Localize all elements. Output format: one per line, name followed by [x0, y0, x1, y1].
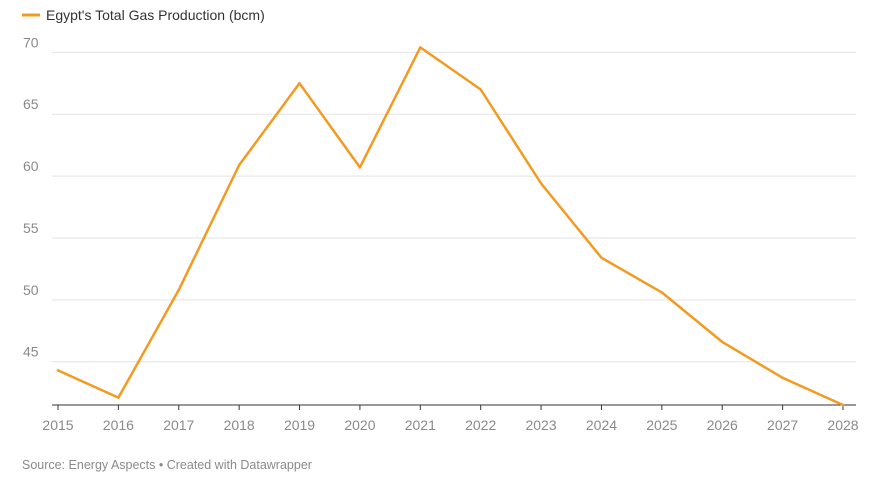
x-tick-label: 2024 — [586, 417, 617, 433]
y-tick-label: 60 — [23, 158, 39, 174]
y-tick-label: 70 — [23, 34, 39, 50]
x-tick-label: 2019 — [284, 417, 315, 433]
x-axis: 2015 2016 2017 2018 2019 2020 2021 2022 2023 2024… — [42, 404, 859, 433]
x-tick-label: 2017 — [163, 417, 194, 433]
legend: Egypt's Total Gas Production (bcm) — [22, 7, 265, 23]
x-tick-label: 2028 — [827, 417, 858, 433]
data-point — [177, 288, 180, 292]
source-note: Source: Energy Aspects • Created with Da… — [22, 458, 312, 472]
data-point — [721, 340, 724, 344]
data-point — [56, 369, 60, 372]
x-tick-label: 2016 — [103, 417, 134, 433]
gridlines — [52, 51, 856, 363]
data-point — [781, 376, 784, 379]
x-tick-label: 2020 — [344, 417, 375, 433]
data-point — [358, 166, 362, 169]
data-point — [237, 163, 241, 167]
y-tick-label: 45 — [23, 344, 39, 360]
data-point — [117, 396, 120, 399]
x-tick-label: 2025 — [646, 417, 677, 433]
y-axis: 45 50 55 60 65 70 — [23, 34, 39, 359]
x-tick-label: 2023 — [525, 417, 556, 433]
x-tick-label: 2027 — [767, 417, 798, 433]
x-tick-label: 2018 — [224, 417, 255, 433]
x-tick-label: 2022 — [465, 417, 496, 433]
y-tick-label: 65 — [23, 96, 39, 112]
x-tick-label: 2026 — [707, 417, 738, 433]
data-point — [479, 88, 482, 91]
data-point — [298, 82, 301, 85]
y-tick-label: 50 — [23, 282, 39, 298]
x-tick-label: 2021 — [405, 417, 436, 433]
legend-label: Egypt's Total Gas Production (bcm) — [46, 7, 265, 23]
data-point — [600, 256, 603, 259]
x-tick-label: 2015 — [42, 417, 73, 433]
data-point — [539, 182, 543, 185]
series-line — [56, 46, 845, 407]
series-lines — [56, 46, 845, 407]
data-point — [841, 403, 845, 407]
data-point — [419, 46, 422, 49]
data-point — [660, 291, 664, 294]
y-tick-label: 55 — [23, 220, 39, 236]
